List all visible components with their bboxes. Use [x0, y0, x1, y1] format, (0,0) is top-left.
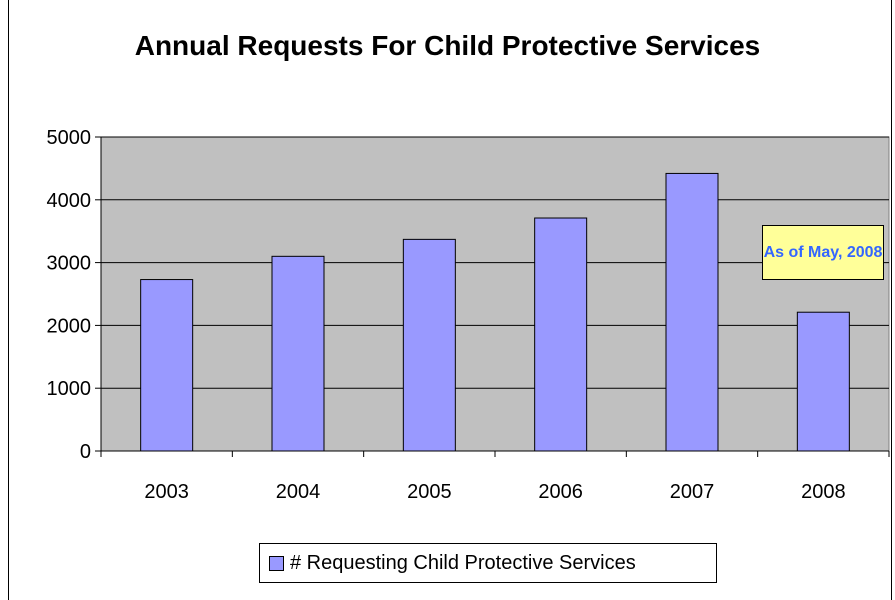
y-tick-label: 4000 — [47, 190, 92, 212]
x-tick-label: 2006 — [538, 481, 583, 503]
annotation-text: As of May, 2008 — [763, 244, 883, 261]
chart-frame — [8, 0, 892, 600]
bar-2007 — [665, 172, 719, 452]
bar-2003 — [140, 279, 194, 452]
legend-swatch — [269, 555, 284, 571]
y-tick-label: 3000 — [47, 253, 92, 275]
plot-area — [100, 136, 890, 452]
annotation-box: As of May, 2008 — [762, 225, 884, 280]
y-tick-label: 2000 — [47, 315, 92, 337]
bar-2005 — [402, 238, 456, 452]
y-tick-label: 0 — [80, 441, 91, 463]
bar-chart: 0 1000 2000 3000 4000 5000 2003 2004 2005 2006 200… — [47, 127, 890, 503]
x-tick-label: 2003 — [144, 481, 189, 503]
x-tick-label: 2008 — [801, 481, 846, 503]
x-tick-label: 2007 — [670, 481, 715, 503]
legend: # Requesting Child Protective Services — [259, 543, 717, 583]
y-tick-label: 1000 — [47, 378, 92, 400]
legend-label: # Requesting Child Protective Services — [290, 551, 636, 574]
x-tick-label: 2004 — [276, 481, 321, 503]
x-tick-label: 2005 — [407, 481, 452, 503]
y-tick-label: 5000 — [47, 127, 92, 149]
bar-2006 — [534, 217, 588, 452]
chart-title: Annual Requests For Child Protective Ser… — [134, 30, 761, 61]
bar-2004 — [271, 255, 325, 452]
bar-2008 — [796, 311, 850, 452]
